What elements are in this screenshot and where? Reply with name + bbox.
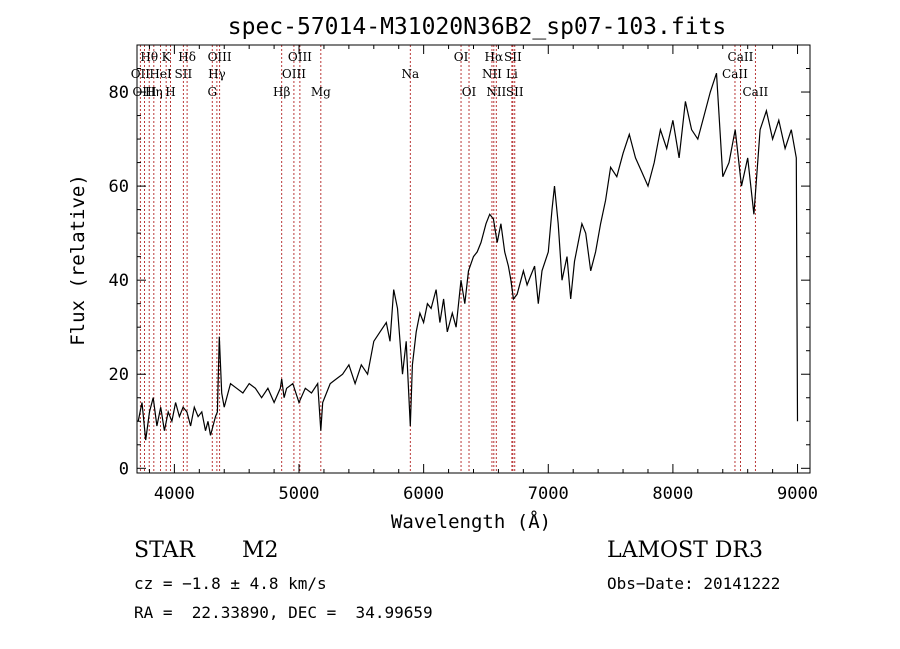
line-label-6: SII — [175, 67, 193, 81]
line-label-19: Hα — [485, 50, 504, 64]
y-tick-label-1: 20 — [109, 365, 129, 385]
line-label-9: OIII — [208, 50, 232, 64]
x-tick-label-5: 9000 — [777, 484, 818, 504]
x-tick-label-4: 8000 — [652, 484, 693, 504]
spectrum-line — [137, 73, 799, 441]
line-label-1: OII — [131, 67, 151, 81]
line-label-12: Hβ — [273, 85, 290, 99]
object-class: STAR — [134, 538, 195, 563]
line-label-18: OI — [462, 85, 477, 99]
y-tick-label-3: 60 — [109, 177, 129, 197]
line-label-17: OI — [454, 50, 469, 64]
line-label-3: K — [162, 50, 172, 64]
y-axis-ticks: 0 20 40 60 80 — [109, 68, 810, 479]
line-label-7: H — [165, 85, 175, 99]
line-label-23: NII — [486, 85, 506, 99]
line-label-10: Hγ — [208, 67, 226, 81]
line-label-0: Hθ — [140, 50, 158, 64]
line-label-24: SII — [506, 85, 524, 99]
y-tick-label-2: 40 — [109, 271, 129, 291]
line-label-27: CaII — [742, 85, 768, 99]
observation-date: Obs−Date: 20141222 — [607, 574, 781, 593]
line-label-26: CaII — [722, 67, 748, 81]
x-axis-ticks: 4000 5000 6000 7000 8000 9000 — [148, 45, 818, 504]
x-tick-label-2: 6000 — [403, 484, 444, 504]
x-axis-label: Wavelength (Å) — [391, 510, 551, 533]
line-label-5: Hη — [145, 85, 163, 99]
x-tick-label-3: 7000 — [528, 484, 569, 504]
line-label-20: SII — [504, 50, 522, 64]
y-tick-label-4: 80 — [109, 83, 129, 103]
y-tick-label-0: 0 — [119, 459, 129, 479]
y-axis-label: Flux (relative) — [67, 174, 89, 346]
line-label-4: HeI — [149, 67, 172, 81]
line-label-16: Na — [401, 67, 419, 81]
ra-dec: RA = 22.33890, DEC = 34.99659 — [134, 603, 433, 622]
line-label-25: CaII — [728, 50, 754, 64]
survey-name: LAMOST DR3 — [607, 538, 763, 563]
line-label-13: OIII — [288, 50, 312, 64]
line-markers — [139, 45, 756, 473]
redshift-cz: cz = −1.8 ± 4.8 km/s — [134, 574, 327, 593]
line-label-14: OIII — [282, 67, 306, 81]
line-label-15: Mg — [311, 85, 331, 99]
line-label-21: NII — [482, 67, 502, 81]
plot-frame — [136, 44, 811, 474]
object-subclass: M2 — [242, 538, 279, 563]
chart-title: spec-57014-M31020N36B2_sp07-103.fits — [228, 14, 727, 40]
x-tick-label-1: 5000 — [279, 484, 320, 504]
x-tick-label-0: 4000 — [154, 484, 195, 504]
line-label-22: Li — [506, 67, 518, 81]
line-label-11: G — [207, 85, 217, 99]
line-label-8: Hδ — [178, 50, 196, 64]
